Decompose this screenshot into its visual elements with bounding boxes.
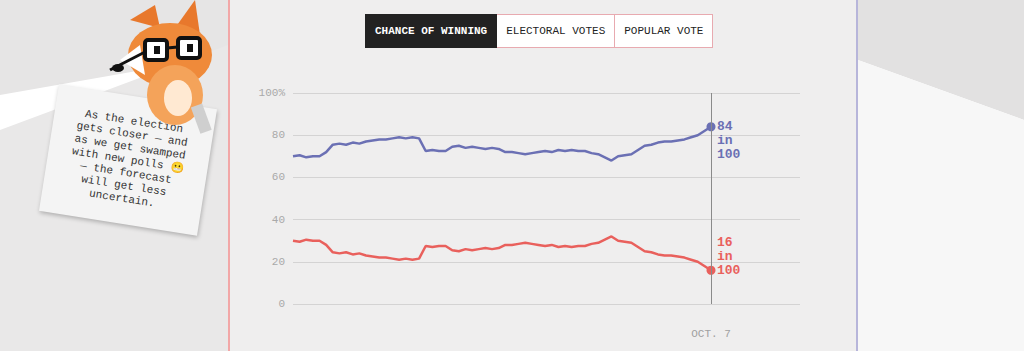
svg-text:0: 0 — [278, 298, 285, 310]
html-text:as we get swamped: as we get swamped — [73, 132, 187, 162]
svg-text:16: 16 — [717, 235, 733, 250]
svg-text:84: 84 — [717, 119, 733, 134]
svg-text:20: 20 — [272, 256, 285, 268]
svg-text:100%: 100% — [259, 87, 286, 99]
html-text:ELECTORAL VOTES: ELECTORAL VOTES — [506, 25, 606, 37]
html-text:— the forecast: — the forecast — [79, 159, 173, 186]
html-text:CHANCE OF WINNING: CHANCE OF WINNING — [375, 25, 488, 37]
svg-text:100: 100 — [717, 263, 741, 278]
html-text:will get less: will get less — [80, 172, 168, 198]
html-text:POPULAR VOTE: POPULAR VOTE — [624, 25, 704, 37]
svg-text:40: 40 — [272, 214, 285, 226]
svg-text:in: in — [717, 133, 733, 148]
svg-text:100: 100 — [717, 147, 741, 162]
svg-text:80: 80 — [272, 129, 285, 141]
html-text:gets closer — and: gets closer — and — [75, 119, 189, 149]
html-text:uncertain.: uncertain. — [88, 186, 156, 210]
svg-text:60: 60 — [272, 171, 285, 183]
svg-text:OCT. 7: OCT. 7 — [691, 328, 731, 340]
html-text:As the election: As the election — [84, 107, 184, 135]
svg-text:in: in — [717, 249, 733, 264]
html-text:with new polls 😬: with new polls 😬 — [71, 144, 185, 175]
